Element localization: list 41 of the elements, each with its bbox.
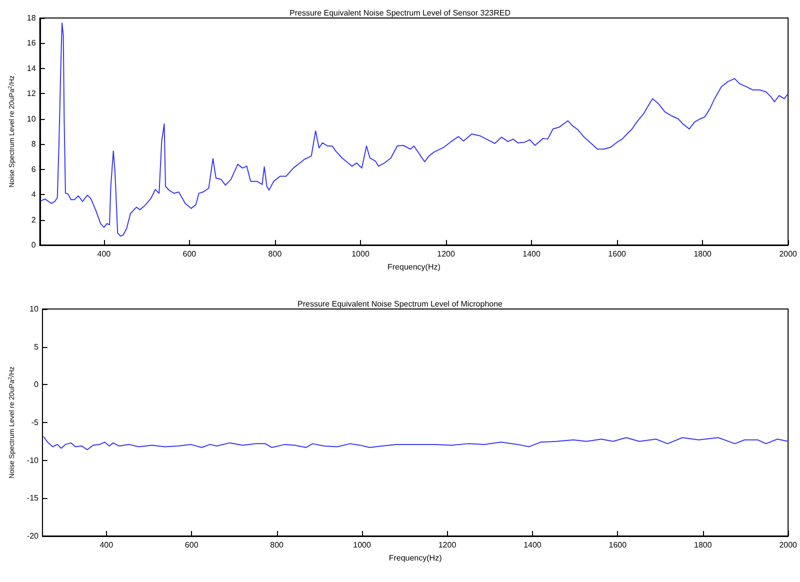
x-tick-label: 600 xyxy=(182,250,197,258)
y-tick-label: 10 xyxy=(26,114,36,124)
x-tick-label: 400 xyxy=(100,540,114,550)
y-tick-label: 4 xyxy=(31,190,36,200)
y-tick-label: 6 xyxy=(31,164,36,174)
y-tick-label: -15 xyxy=(26,494,40,503)
y-tick-label: 10 xyxy=(30,304,40,314)
line-series xyxy=(40,22,789,237)
x-axis-title: Frequency(Hz) xyxy=(388,553,442,562)
x-tick-label: 1400 xyxy=(524,540,542,550)
y-tick-label: 14 xyxy=(26,64,36,73)
x-tick-label: 800 xyxy=(270,540,284,550)
y-tick-label: 12 xyxy=(26,89,36,98)
x-tick-label: 1800 xyxy=(694,250,712,258)
x-axis-title: Frequency(Hz) xyxy=(387,262,441,272)
x-tick-label: 1200 xyxy=(437,250,456,258)
chart-title: Pressure Equivalent Noise Spectrum Level of Sensor 323RED xyxy=(290,8,511,18)
chart-title: Pressure Equivalent Noise Spectrum Level of Microphone xyxy=(298,300,504,308)
x-tick-label: 1600 xyxy=(608,250,627,258)
y-tick-label: 5 xyxy=(34,342,40,352)
y-tick-label: 0 xyxy=(34,380,40,390)
line-series xyxy=(43,436,789,450)
x-tick-label: 800 xyxy=(268,250,282,258)
y-tick-label: -20 xyxy=(26,532,40,540)
x-tick-label: 1800 xyxy=(694,540,712,550)
x-tick-label: 400 xyxy=(97,250,112,258)
x-tick-label: 1000 xyxy=(352,250,370,258)
y-tick-label: -5 xyxy=(31,418,39,427)
x-tick-label: 600 xyxy=(184,540,199,550)
y-tick-label: 16 xyxy=(26,38,36,48)
y-tick-label: 2 xyxy=(31,215,36,224)
y-tick-label: -10 xyxy=(26,456,40,465)
x-tick-label: 1400 xyxy=(522,250,541,258)
x-tick-label: 1600 xyxy=(608,540,628,550)
y-tick-label: 0 xyxy=(31,240,36,250)
x-tick-label: 1000 xyxy=(353,540,372,550)
y-tick-label: 18 xyxy=(26,14,36,22)
x-tick-label: 1200 xyxy=(438,540,457,550)
x-tick-label: 2000 xyxy=(779,540,798,550)
y-tick-label: 8 xyxy=(31,140,36,149)
x-tick-label: 2000 xyxy=(779,250,798,258)
